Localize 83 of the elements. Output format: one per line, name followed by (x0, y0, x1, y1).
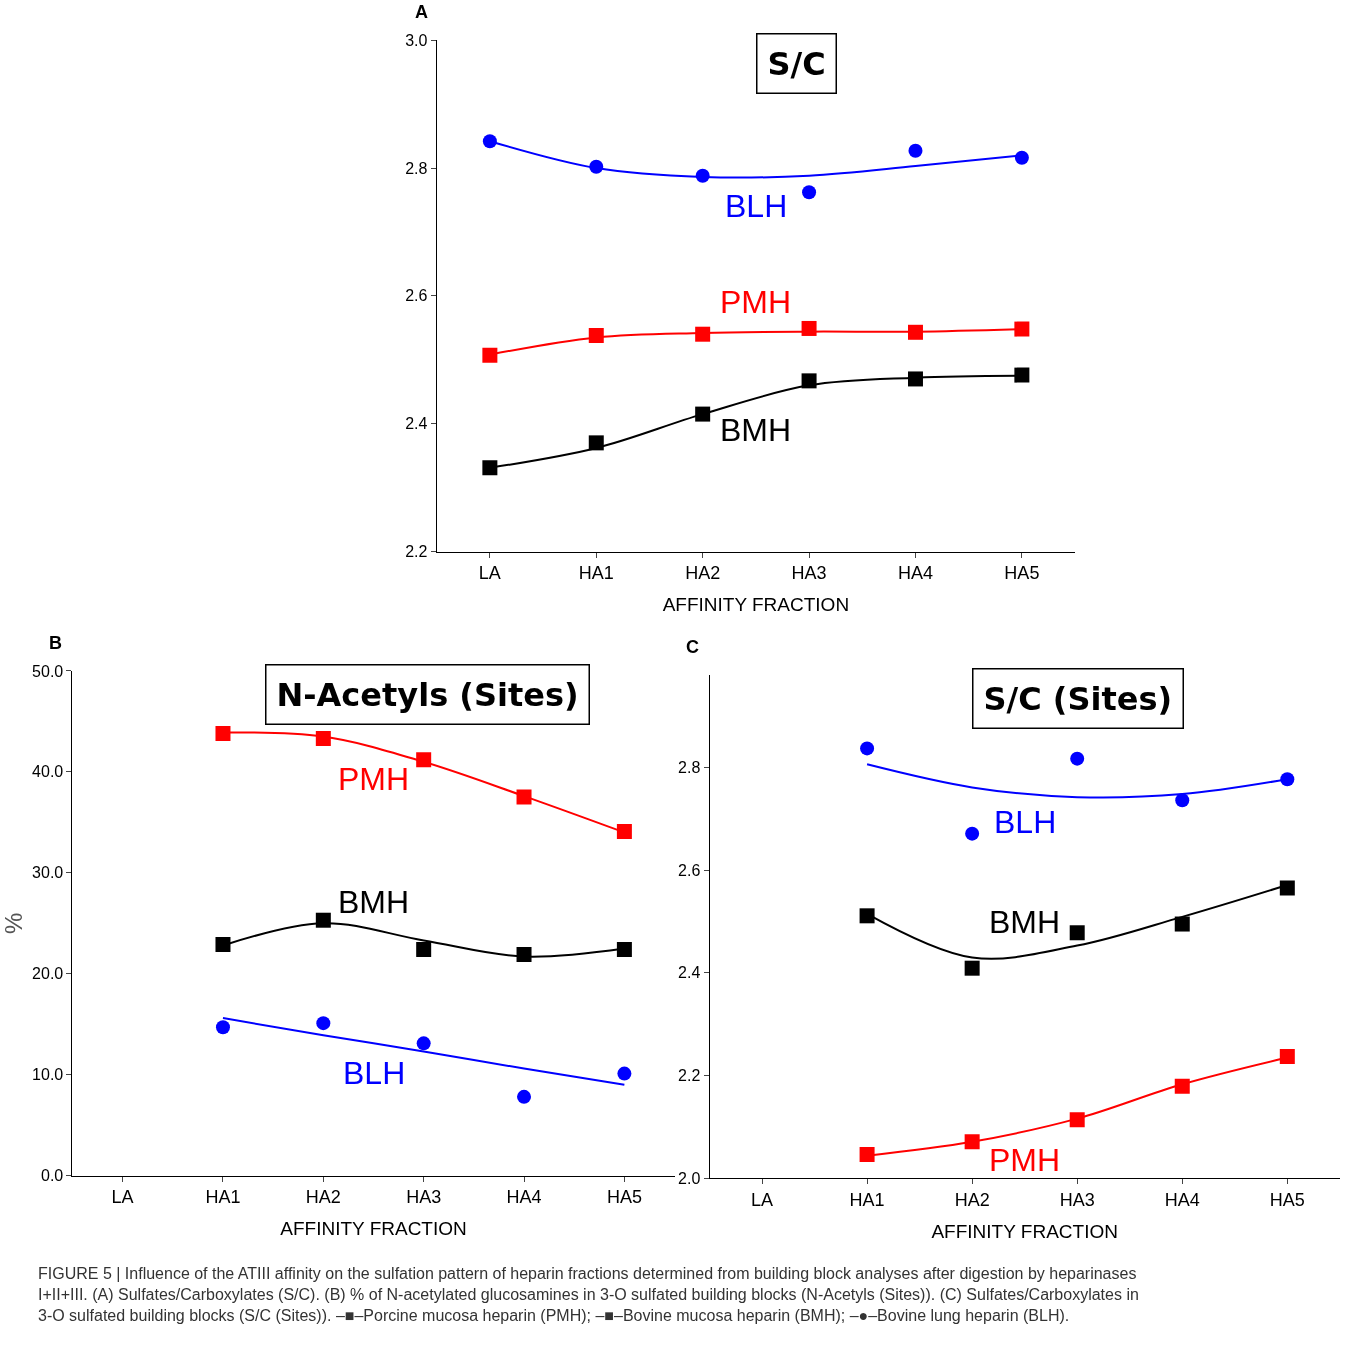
y-tick-label: 2.8 (678, 759, 701, 776)
point (1279, 880, 1295, 896)
point (616, 941, 632, 957)
point (1279, 1049, 1295, 1065)
point (908, 143, 923, 158)
point (1014, 321, 1030, 337)
x-axis-title: AFFINITY FRACTION (931, 1220, 1118, 1242)
point (859, 908, 875, 924)
y-tick-label: 2.0 (678, 1169, 701, 1187)
y-tick-label: 2.2 (678, 1067, 701, 1085)
series-label: BLH (994, 804, 1057, 840)
x-tick-label: HA5 (1004, 563, 1040, 584)
point (1175, 793, 1190, 808)
y-tick-label: 2.6 (678, 861, 701, 879)
point (860, 741, 875, 756)
point (416, 1036, 431, 1051)
point (517, 1089, 532, 1104)
x-tick-label: HA5 (606, 1187, 642, 1208)
chart-title: S/C (Sites) (983, 679, 1173, 718)
y-tick-label: 50.0 (32, 662, 64, 680)
y-tick-label: 2.4 (678, 964, 701, 982)
x-tick-label: HA2 (305, 1187, 341, 1208)
point (482, 347, 498, 363)
point (482, 460, 498, 476)
point (1174, 916, 1190, 932)
x-axis-title: AFFINITY FRACTION (662, 593, 850, 615)
point (215, 1020, 230, 1035)
x-tick-label: HA4 (897, 563, 933, 584)
point (859, 1147, 875, 1163)
y-tick-label: 40.0 (32, 763, 64, 781)
series-label: BMH (338, 884, 410, 920)
x-tick-label: HA1 (578, 563, 614, 584)
series-label: BMH (989, 904, 1061, 940)
y-tick-label: 30.0 (32, 864, 64, 882)
point (617, 1066, 632, 1081)
series-label: BLH (343, 1055, 406, 1091)
series-label: PMH (989, 1142, 1061, 1178)
point (215, 936, 231, 952)
point (316, 1016, 331, 1031)
x-tick-label: LA (751, 1189, 774, 1210)
x-tick-label: HA3 (406, 1187, 442, 1208)
point (215, 726, 231, 742)
x-tick-label: HA4 (1164, 1189, 1200, 1210)
y-tick-label: 3.0 (405, 31, 428, 49)
chart-title: S/C (767, 44, 826, 83)
series-label: PMH (338, 761, 410, 797)
x-tick-label: HA1 (205, 1187, 241, 1208)
series-label: PMH (720, 284, 792, 320)
y-tick-label: 2.2 (405, 543, 428, 561)
x-tick-label: LA (111, 1187, 134, 1208)
point (1070, 751, 1085, 766)
y-tick-label: 0.0 (41, 1167, 64, 1185)
series-label: BLH (725, 188, 788, 224)
x-tick-label: HA5 (1269, 1189, 1305, 1210)
point (482, 134, 497, 149)
point (802, 185, 817, 200)
text: A (415, 2, 428, 22)
y-tick-label: 20.0 (32, 965, 64, 983)
x-tick-label: HA3 (791, 563, 827, 584)
point (616, 823, 632, 839)
y-axis-title: % (0, 912, 27, 934)
point (1069, 925, 1085, 941)
y-tick-label: 2.8 (405, 159, 428, 177)
x-tick-label: HA4 (506, 1187, 542, 1208)
x-axis-title: AFFINITY FRACTION (280, 1217, 467, 1239)
point (416, 941, 432, 957)
y-tick-label: 10.0 (32, 1066, 64, 1084)
x-tick-label: HA1 (849, 1189, 885, 1210)
y-tick-label: 2.4 (405, 415, 428, 433)
x-tick-label: HA2 (685, 563, 721, 584)
y-tick-label: 2.6 (405, 287, 428, 305)
text: C (686, 637, 699, 657)
chart-title: N-Acetyls (Sites) (276, 675, 579, 714)
text: B (49, 633, 62, 653)
x-tick-label: LA (478, 563, 501, 584)
point (965, 826, 980, 841)
x-tick-label: HA3 (1059, 1189, 1095, 1210)
point (964, 960, 980, 976)
series-label: BMH (720, 412, 792, 448)
point (1014, 150, 1029, 165)
point (1014, 367, 1030, 383)
x-tick-label: HA2 (954, 1189, 990, 1210)
caption: FIGURE 5 | Influence of the ATIII affinity on the sulfation pattern of heparin fractions determined from building block analyses after digestion by heparinases I+II+III. (A) Sulfates/Carboxylates (S/C). (B) % of N-acetylated glucosamines in 3-O sulfated building blocks (N-Acetyls (Sites)). (C) Sulfates/Carboxylates in 3-O sulfated building blocks (S/C (Sites)). –■–Porcine mucosa heparin (PMH); –■–Bovine mucosa heparin (BMH); –●–Bovine lung heparin (BLH). (38, 1265, 1139, 1324)
